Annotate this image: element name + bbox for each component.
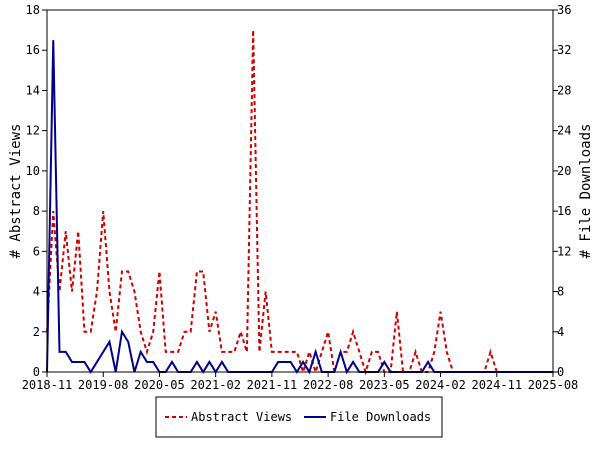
x-tick-label: 2024-11 <box>471 378 522 392</box>
y2-tick-label: 16 <box>557 204 571 218</box>
y-tick-label: 12 <box>26 124 40 138</box>
series-line-file-downloads <box>46 40 553 375</box>
legend: Abstract Views File Downloads <box>155 396 443 438</box>
y-tick-label: 16 <box>26 43 40 57</box>
y-tick-label: 14 <box>26 83 40 97</box>
legend-label-abstract-views: Abstract Views <box>191 410 292 424</box>
x-tick-label: 2024-02 <box>415 378 466 392</box>
legend-box <box>155 396 443 438</box>
x-tick-label: 2022-08 <box>303 378 354 392</box>
y2-tick-label: 4 <box>557 325 564 339</box>
y-tick-label: 18 <box>26 3 40 17</box>
y2-tick-label: 20 <box>557 164 571 178</box>
x-tick-label: 2018-11 <box>22 378 73 392</box>
y2-axis-title: # File Downloads <box>578 124 594 259</box>
y2-tick-label: 32 <box>557 43 571 57</box>
x-tick-label: 2019-08 <box>78 378 129 392</box>
y-tick-label: 8 <box>33 204 40 218</box>
x-tick-label: 2025-08 <box>528 378 579 392</box>
y-tick-label: 10 <box>26 164 40 178</box>
y-tick-label: 0 <box>33 365 40 379</box>
y2-tick-label: 28 <box>557 83 571 97</box>
y2-tick-label: 0 <box>557 365 564 379</box>
y-axis-title: # Abstract Views <box>8 124 24 259</box>
x-tick-label: 2023-05 <box>359 378 410 392</box>
legend-label-file-downloads: File Downloads <box>330 410 431 424</box>
y2-tick-label: 36 <box>557 3 571 17</box>
x-tick-label: 2020-05 <box>134 378 185 392</box>
y-tick-label: 6 <box>33 244 40 258</box>
y-tick-label: 2 <box>33 325 40 339</box>
y2-tick-label: 8 <box>557 285 564 299</box>
plot-frame <box>46 9 554 373</box>
y2-tick-label: 12 <box>557 244 571 258</box>
series-line-abstract-views <box>46 30 553 376</box>
x-tick-label: 2021-02 <box>190 378 241 392</box>
y2-tick-label: 24 <box>557 124 571 138</box>
x-tick-label: 2021-11 <box>247 378 298 392</box>
y-tick-label: 4 <box>33 285 40 299</box>
